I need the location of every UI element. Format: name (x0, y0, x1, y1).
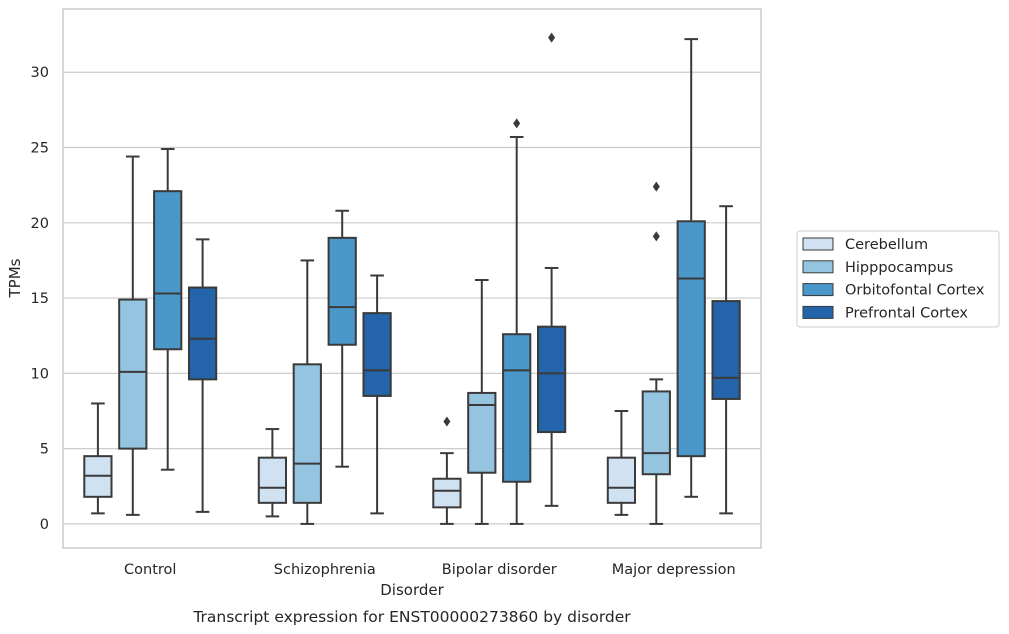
legend-swatch (802, 260, 834, 274)
x-tick-label: Major depression (612, 562, 736, 578)
outlier-point (652, 181, 660, 192)
box (676, 220, 706, 458)
box-group (641, 181, 671, 525)
box-group (467, 279, 497, 525)
box (187, 286, 218, 381)
box (467, 391, 497, 474)
box-group (187, 238, 218, 513)
plot-area-frame (62, 8, 762, 549)
y-axis-ticks: 0 5 10 15 20 25 30 (31, 65, 49, 533)
box (257, 456, 288, 504)
box (432, 477, 462, 509)
legend-label: Prefrontal Cortex (845, 305, 968, 321)
legend-swatch (802, 283, 834, 297)
box (711, 300, 741, 400)
legend-label: Orbitofontal Cortex (845, 283, 985, 299)
box-group (292, 259, 322, 525)
box-group (257, 428, 288, 518)
box (153, 190, 183, 351)
box-group (153, 148, 183, 471)
y-tick-label: 0 (40, 517, 49, 533)
x-axis-ticks: Control Schizophrenia Bipolar disorder Majo… (124, 562, 736, 578)
box (536, 325, 567, 434)
legend-swatch (802, 237, 834, 251)
outlier-point (548, 32, 556, 43)
box (292, 363, 322, 504)
box-group (711, 205, 741, 515)
chart-caption: Transcript expression for ENST0000027386… (192, 608, 631, 626)
y-tick-label: 25 (31, 141, 49, 157)
legend-swatch (802, 305, 834, 319)
box (502, 333, 532, 483)
box-group (432, 416, 462, 525)
box-group (118, 155, 148, 516)
legend-frame (796, 230, 1000, 328)
x-tick-label: Bipolar disorder (442, 562, 557, 578)
y-tick-label: 15 (31, 291, 49, 307)
y-tick-label: 20 (31, 216, 49, 232)
box (606, 456, 637, 504)
box-group (327, 209, 357, 468)
legend-label: Hipppocampus (845, 260, 953, 276)
box-group (83, 402, 113, 515)
outlier-point (513, 118, 521, 129)
outlier-point (652, 231, 660, 242)
box (362, 312, 392, 397)
box-group (362, 274, 392, 515)
y-tick-label: 10 (31, 366, 49, 382)
x-tick-label: Control (124, 562, 176, 578)
box-group (536, 32, 567, 507)
box-marks (83, 32, 741, 525)
x-tick-label: Schizophrenia (274, 562, 376, 578)
box-group (606, 409, 637, 516)
outlier-point (443, 416, 451, 427)
y-axis-label: TPMs (6, 258, 24, 298)
x-axis-label: Disorder (380, 581, 444, 599)
box (327, 236, 357, 346)
box (641, 390, 671, 476)
box-group (676, 38, 706, 498)
legend: Cerebellum Hipppocampus Orbitofontal Corte… (796, 230, 1000, 328)
y-tick-label: 30 (31, 65, 49, 81)
legend-label: Cerebellum (845, 237, 928, 253)
box (118, 298, 148, 450)
box-group (502, 118, 532, 525)
y-tick-label: 5 (40, 442, 49, 458)
